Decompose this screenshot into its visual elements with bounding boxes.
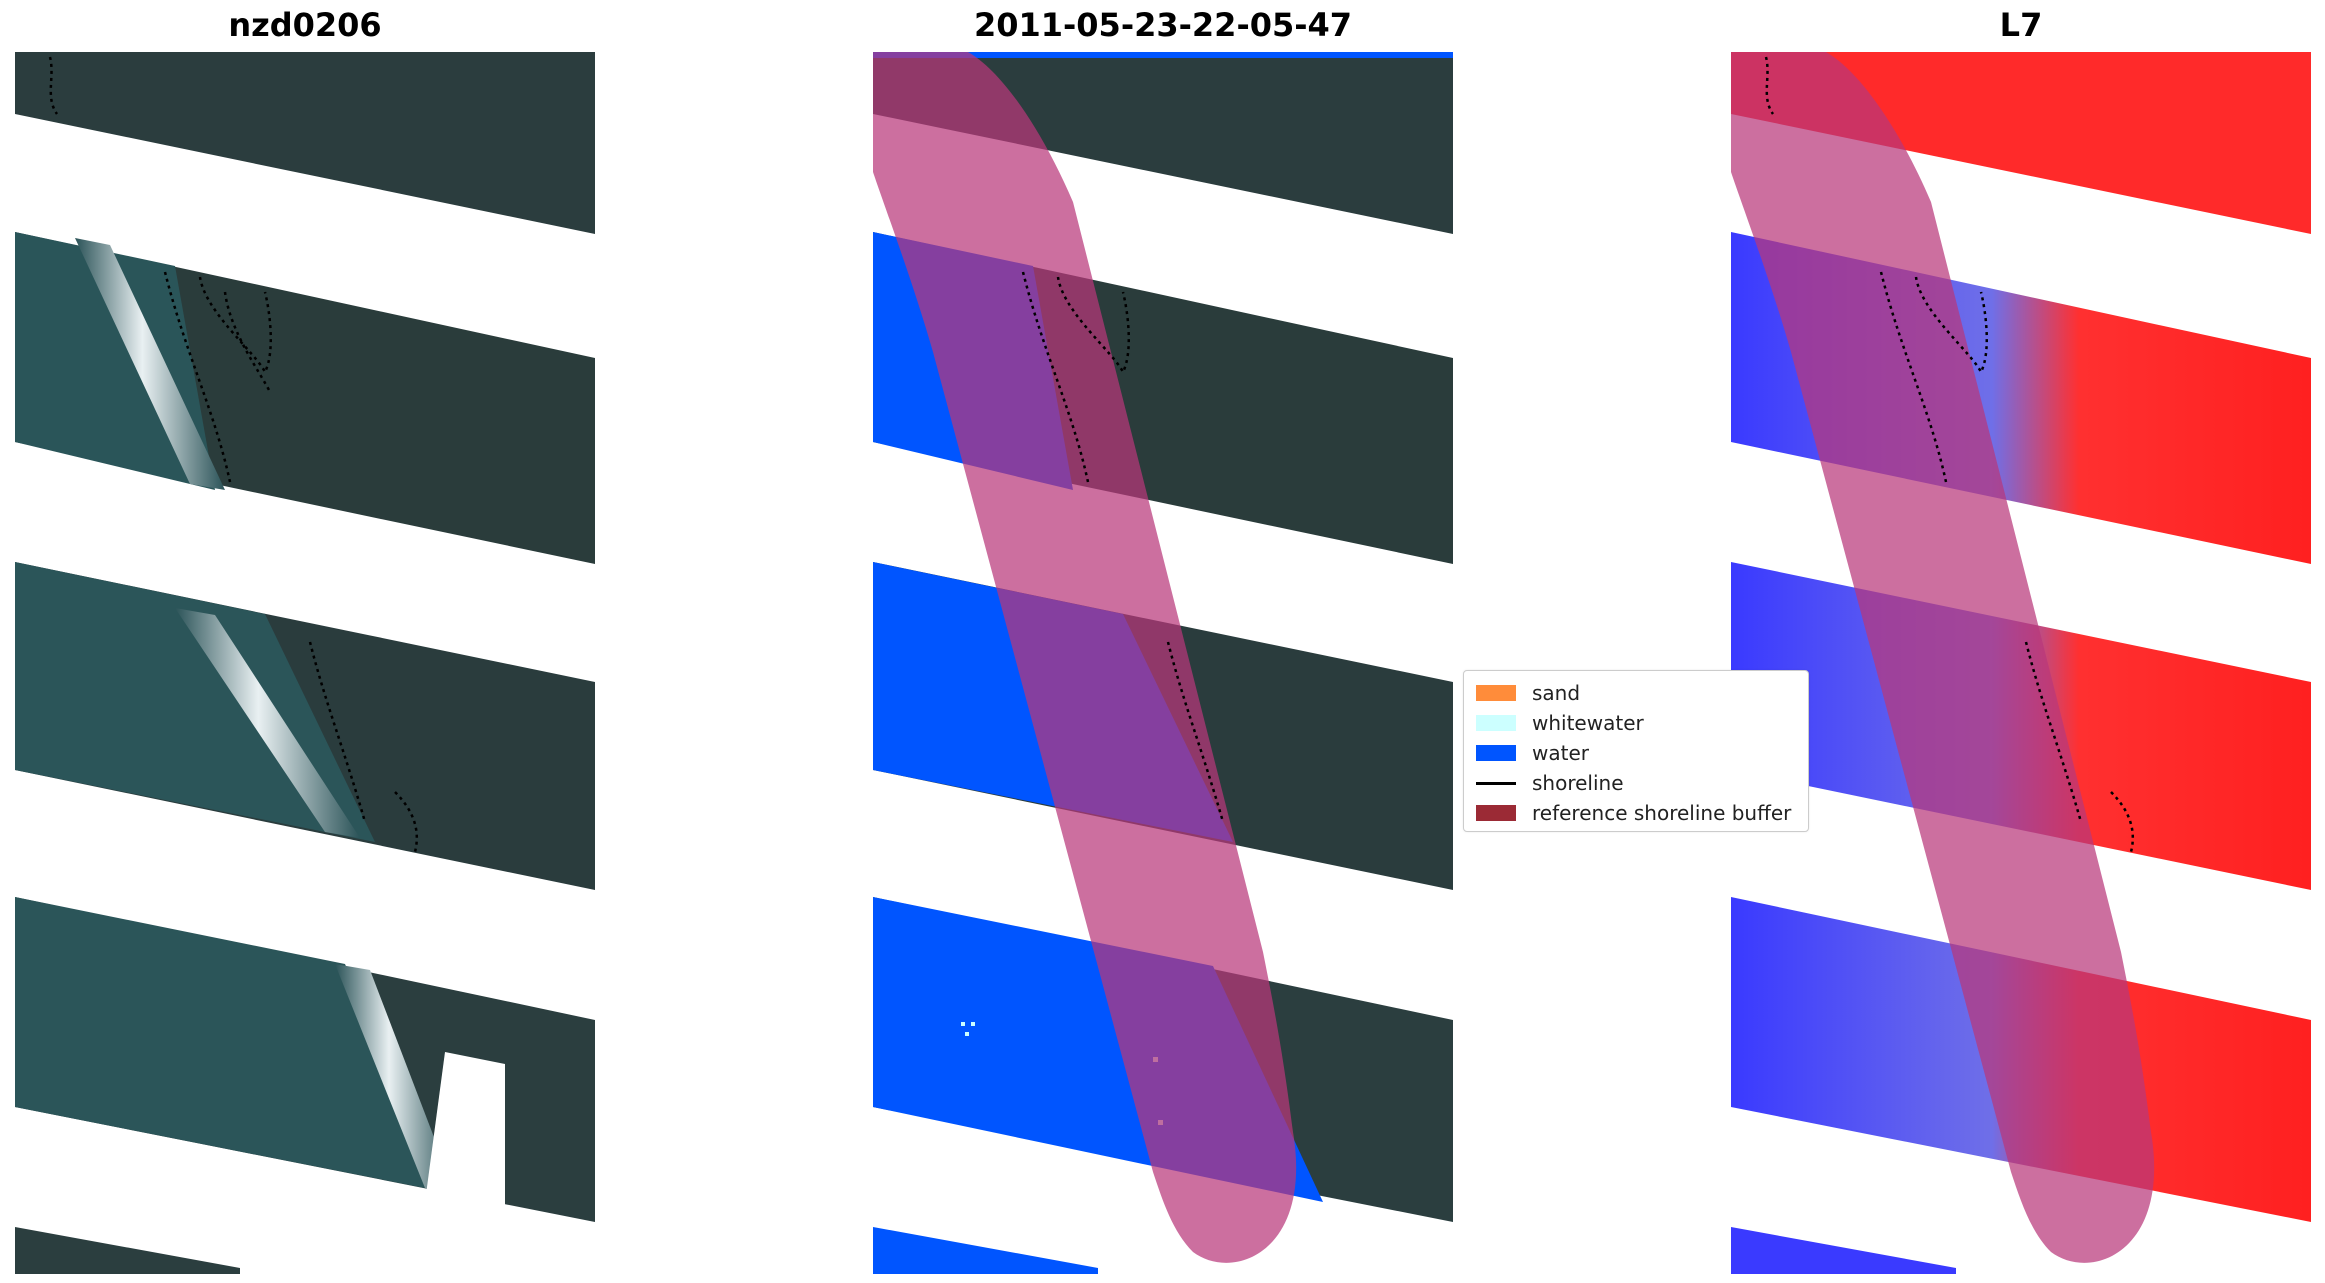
legend-label: reference shoreline buffer <box>1532 801 1792 825</box>
legend-item-whitewater: whitewater <box>1476 709 1644 737</box>
image-strip <box>15 1227 240 1274</box>
legend-item-sand: sand <box>1476 679 1580 707</box>
panel-title-classification: 2011-05-23-22-05-47 <box>973 6 1353 44</box>
legend-label: sand <box>1532 681 1581 705</box>
shoreline <box>1764 56 2135 853</box>
buffer-swatch <box>1476 805 1516 821</box>
sand-swatch <box>1476 685 1516 701</box>
whitewater-swatch <box>1476 715 1516 731</box>
shoreline <box>48 56 419 853</box>
legend-item-water: water <box>1476 739 1589 767</box>
index-panel <box>1731 52 2311 1274</box>
legend: sand whitewater water shoreline referenc… <box>1463 670 1809 832</box>
reference-shoreline-buffer <box>873 52 1297 1263</box>
classification-panel <box>873 52 1453 1274</box>
shoreline-line-swatch <box>1476 781 1516 785</box>
rgb-image-panel <box>15 52 595 1274</box>
panel-title-index: L7 <box>1999 6 2043 44</box>
legend-label: water <box>1532 741 1589 765</box>
image-strip <box>15 52 595 234</box>
rgb-image <box>15 52 595 1274</box>
legend-label: shoreline <box>1532 771 1624 795</box>
legend-item-buffer: reference shoreline buffer <box>1476 799 1791 827</box>
shoreline <box>1021 271 1225 823</box>
water-swatch <box>1476 745 1516 761</box>
legend-item-shoreline: shoreline <box>1476 769 1624 797</box>
index-image <box>1731 52 2311 1274</box>
legend-label: whitewater <box>1532 711 1644 735</box>
classification-image <box>873 52 1453 1274</box>
panel-title-rgb: nzd0206 <box>228 6 382 44</box>
